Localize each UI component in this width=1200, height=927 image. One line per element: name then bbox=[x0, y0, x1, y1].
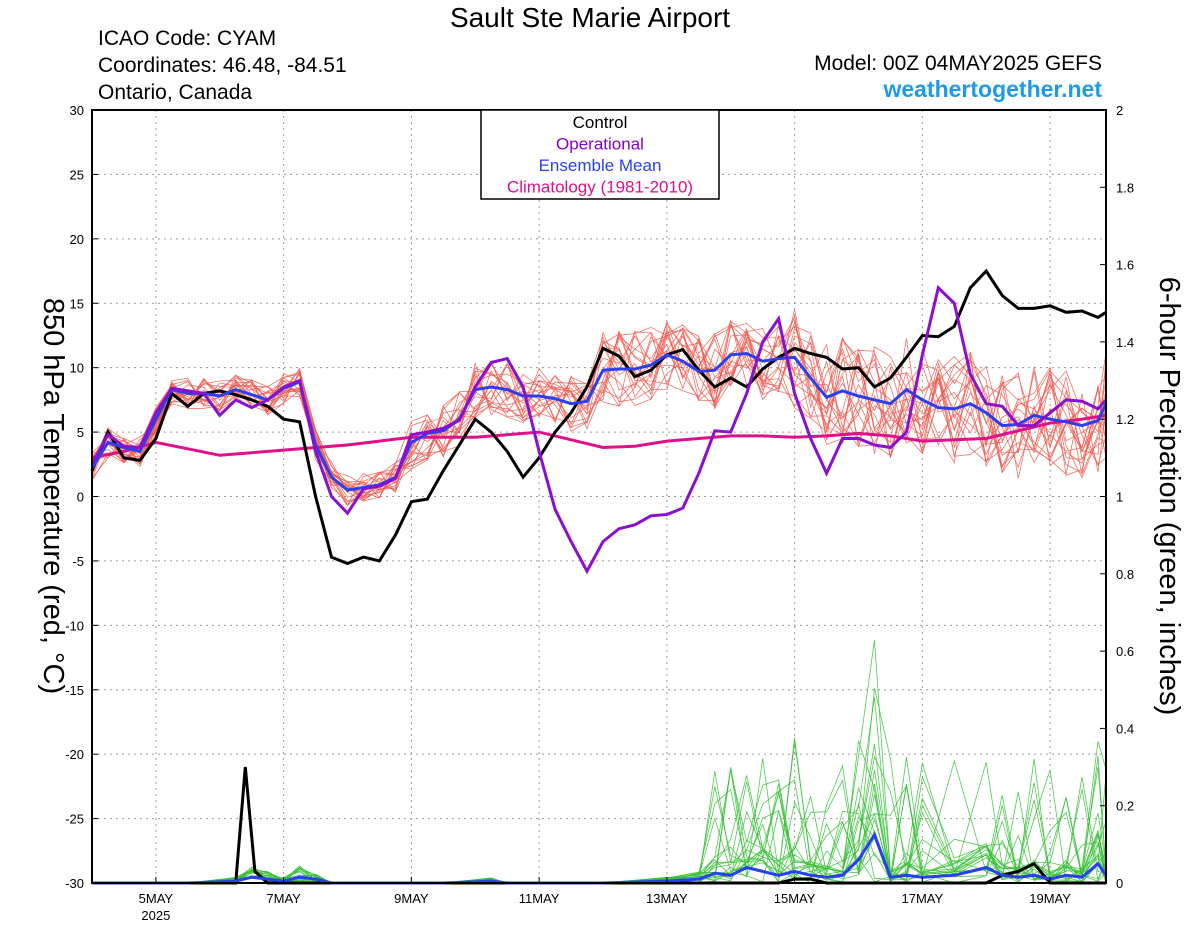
xtick-label: 11MAY bbox=[519, 891, 560, 906]
precip-member-line bbox=[92, 697, 1107, 884]
ytick-right-label: 1.6 bbox=[1116, 258, 1134, 273]
legend: Control Operational Ensemble Mean Climatolo… bbox=[480, 109, 720, 200]
ytick-right-label: 0.6 bbox=[1116, 644, 1134, 659]
ytick-left-label: 20 bbox=[70, 232, 84, 247]
website-link[interactable]: weathertogether.net bbox=[883, 76, 1102, 102]
axis-ticks: 302520151050-5-10-15-20-25-3021.81.61.41… bbox=[65, 103, 1134, 923]
temperature-member-line bbox=[91, 325, 1107, 499]
temperature-member-line bbox=[91, 330, 1107, 501]
xtick-label: 19MAY bbox=[1029, 891, 1071, 906]
precip-mean-line bbox=[92, 831, 1108, 885]
legend-entry: Ensemble Mean bbox=[539, 156, 662, 175]
ytick-left-label: 25 bbox=[70, 167, 84, 182]
xtick-label: 9MAY bbox=[394, 891, 429, 906]
ytick-right-label: 2 bbox=[1116, 103, 1123, 118]
legend-entry: Climatology (1981-2010) bbox=[507, 178, 693, 197]
ytick-left-label: -25 bbox=[65, 812, 84, 827]
legend-box bbox=[480, 109, 720, 200]
ytick-left-label: 0 bbox=[77, 490, 84, 505]
page-title: Sault Ste Marie Airport bbox=[449, 2, 731, 33]
region: Ontario, Canada bbox=[98, 81, 253, 104]
ytick-right-label: 0 bbox=[1116, 876, 1123, 891]
ytick-left-label: -5 bbox=[72, 554, 84, 569]
ylabel-left: 850 hPa Temperature (red, °C) bbox=[37, 298, 69, 694]
coordinates: Coordinates: 46.48, -84.51 bbox=[98, 54, 347, 77]
temperature-member-line bbox=[91, 324, 1107, 497]
temperature-member-line bbox=[91, 323, 1107, 491]
temperature-member-line bbox=[91, 319, 1107, 493]
xtick-sublabel: 2025 bbox=[141, 908, 170, 923]
legend-entry: Control bbox=[573, 113, 628, 132]
ytick-left-label: -30 bbox=[65, 876, 84, 891]
legend-entry: Operational bbox=[556, 135, 644, 154]
ensemble-members bbox=[91, 309, 1107, 884]
model-run: Model: 00Z 04MAY2025 GEFS bbox=[814, 52, 1102, 75]
ytick-left-label: 5 bbox=[77, 425, 84, 440]
xtick-label: 15MAY bbox=[774, 891, 816, 906]
xtick-label: 13MAY bbox=[646, 891, 688, 906]
precip-member-line bbox=[92, 744, 1107, 884]
ylabel-right: 6-hour Precipation (green, inches) bbox=[1153, 277, 1185, 715]
grid-lines bbox=[92, 110, 1106, 883]
xtick-label: 17MAY bbox=[902, 891, 944, 906]
xtick-label: 5MAY bbox=[139, 891, 174, 906]
main-series bbox=[90, 268, 1108, 885]
temp-operational-line bbox=[90, 284, 1108, 575]
precip-control-line bbox=[92, 766, 1106, 885]
ytick-left-label: -20 bbox=[65, 747, 84, 762]
temp-mean-line bbox=[90, 351, 1108, 492]
temperature-member-line bbox=[91, 326, 1107, 499]
precip-member-line bbox=[92, 767, 1107, 884]
ytick-right-label: 1.8 bbox=[1116, 180, 1134, 195]
ytick-left-label: 30 bbox=[70, 103, 84, 118]
ytick-right-label: 1 bbox=[1116, 490, 1123, 505]
ytick-right-label: 0.4 bbox=[1116, 721, 1134, 736]
ytick-right-label: 0.2 bbox=[1116, 799, 1134, 814]
ytick-right-label: 1.4 bbox=[1116, 335, 1134, 350]
temp-climatology-line bbox=[91, 413, 1107, 460]
ytick-left-label: 10 bbox=[70, 361, 84, 376]
ytick-right-label: 1.2 bbox=[1116, 412, 1134, 427]
ytick-left-label: -15 bbox=[65, 683, 84, 698]
icao-code: ICAO Code: CYAM bbox=[98, 27, 277, 50]
ytick-left-label: 15 bbox=[70, 296, 84, 311]
xtick-label: 7MAY bbox=[266, 891, 301, 906]
temp-control-line bbox=[90, 268, 1107, 566]
ytick-right-label: 0.8 bbox=[1116, 567, 1134, 582]
ytick-left-label: -10 bbox=[65, 618, 84, 633]
